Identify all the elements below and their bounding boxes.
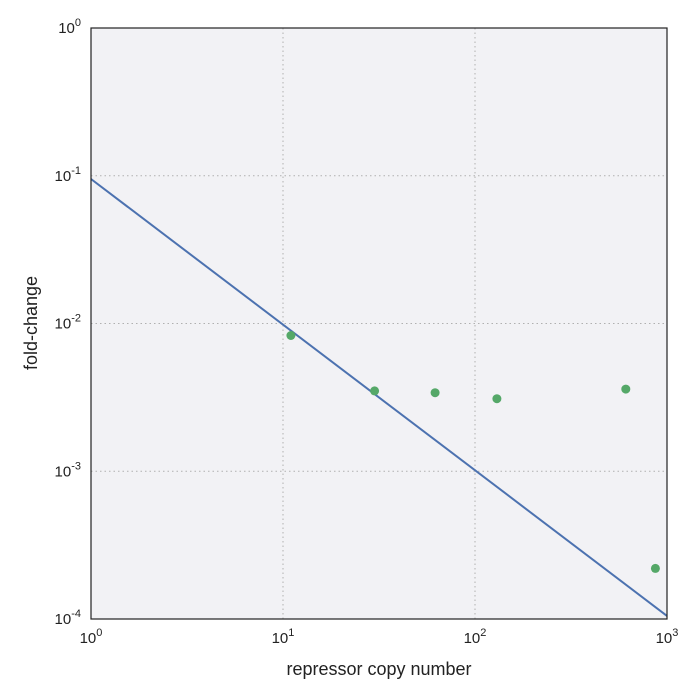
y-tick-label: 10-1 <box>55 165 81 185</box>
y-tick-label: 100 <box>58 17 81 37</box>
data-point <box>650 563 660 573</box>
data-point <box>286 331 296 340</box>
x-tick-label: 100 <box>80 627 103 647</box>
model-curve <box>90 178 668 617</box>
y-axis-ticks: 10-4 10-3 10-2 10-1 100 <box>55 17 81 628</box>
y-tick-label: 10-3 <box>55 460 81 480</box>
plot-frame <box>90 27 668 620</box>
data-point <box>621 384 631 394</box>
data-point <box>430 388 440 398</box>
y-tick-label: 10-4 <box>55 608 81 628</box>
y-axis-label: fold-change <box>21 276 41 370</box>
x-tick-label: 103 <box>656 627 679 647</box>
x-tick-label: 101 <box>272 627 295 647</box>
x-axis-ticks: 100 101 102 103 <box>80 627 679 647</box>
data-point <box>370 386 380 396</box>
x-tick-label: 102 <box>464 627 487 647</box>
x-axis-label: repressor copy number <box>286 659 471 679</box>
model-line <box>90 178 668 617</box>
data-points <box>286 331 660 573</box>
data-point <box>492 394 502 404</box>
y-tick-label: 10-2 <box>55 313 81 333</box>
